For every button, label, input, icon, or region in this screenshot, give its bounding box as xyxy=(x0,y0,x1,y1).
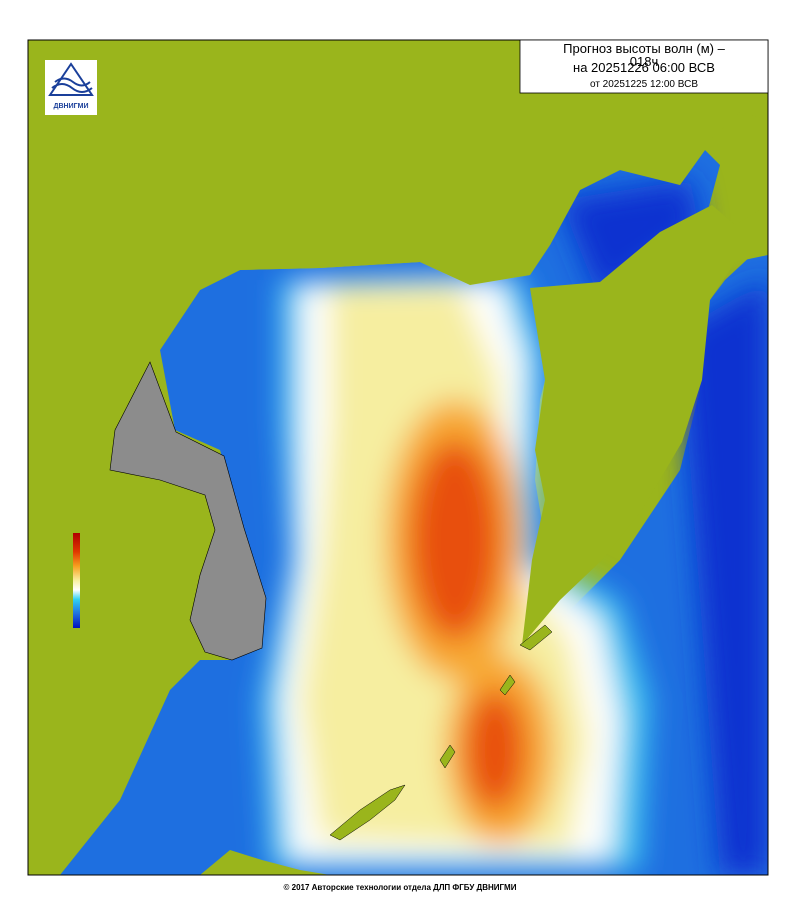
colorbar xyxy=(73,533,80,628)
wave-field xyxy=(260,180,768,875)
map-area xyxy=(28,40,768,875)
hokkaido xyxy=(200,850,330,875)
sakhalin xyxy=(109,361,267,661)
footer: © 2017 Авторские технологии отдела ДЛП Ф… xyxy=(284,883,517,892)
title: Прогноз высоты волн (м) – xyxy=(563,41,725,56)
kurils xyxy=(329,624,553,841)
land-north xyxy=(28,40,768,350)
title: на 20251226 06:00 ВСВ xyxy=(573,60,715,75)
logo-label: ДВНИГМИ xyxy=(54,103,89,110)
kamchatka xyxy=(522,205,768,645)
title-box xyxy=(519,39,769,94)
map-frame xyxy=(27,39,769,876)
title: 018ч xyxy=(630,54,658,69)
subtitle: от 20251225 12:00 ВСВ xyxy=(590,79,698,90)
logo-waves xyxy=(51,77,93,93)
